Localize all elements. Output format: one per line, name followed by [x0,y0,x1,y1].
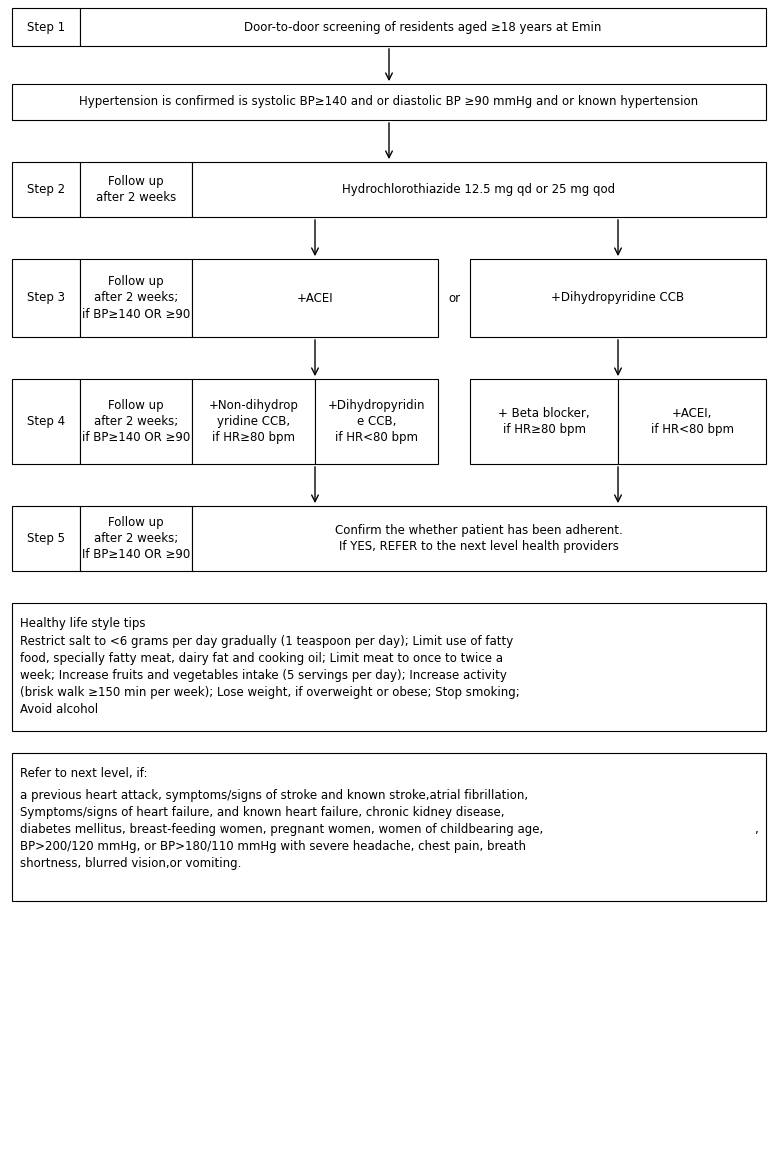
FancyBboxPatch shape [12,506,80,571]
FancyBboxPatch shape [192,162,766,217]
Text: + Beta blocker,
if HR≥80 bpm: + Beta blocker, if HR≥80 bpm [498,406,590,436]
Text: Step 4: Step 4 [27,415,65,427]
Text: Step 3: Step 3 [27,292,65,305]
Text: Restrict salt to <6 grams per day gradually (1 teaspoon per day); Limit use of f: Restrict salt to <6 grams per day gradua… [20,635,520,716]
FancyBboxPatch shape [192,378,315,464]
FancyBboxPatch shape [80,506,192,571]
Text: Follow up
after 2 weeks: Follow up after 2 weeks [96,175,176,204]
FancyBboxPatch shape [192,259,438,338]
Text: +Dihydropyridin
e CCB,
if HR<80 bpm: +Dihydropyridin e CCB, if HR<80 bpm [328,399,426,444]
Text: Step 2: Step 2 [27,183,65,196]
FancyBboxPatch shape [315,378,438,464]
Text: +Dihydropyridine CCB: +Dihydropyridine CCB [552,292,685,305]
Text: ,: , [754,823,758,836]
FancyBboxPatch shape [12,8,80,46]
Text: Step 1: Step 1 [27,21,65,34]
FancyBboxPatch shape [470,259,766,338]
Text: Refer to next level, if:: Refer to next level, if: [20,767,148,780]
Text: Hydrochlorothiazide 12.5 mg qd or 25 mg qod: Hydrochlorothiazide 12.5 mg qd or 25 mg … [342,183,615,196]
FancyBboxPatch shape [12,378,80,464]
FancyBboxPatch shape [80,162,192,217]
FancyBboxPatch shape [12,603,766,731]
Text: a previous heart attack, symptoms/signs of stroke and known stroke,atrial fibril: a previous heart attack, symptoms/signs … [20,790,543,870]
FancyBboxPatch shape [12,259,80,338]
FancyBboxPatch shape [12,162,80,217]
Text: Step 5: Step 5 [27,531,65,545]
FancyBboxPatch shape [12,753,766,901]
FancyBboxPatch shape [80,8,766,46]
Text: +Non-dihydrop
yridine CCB,
if HR≥80 bpm: +Non-dihydrop yridine CCB, if HR≥80 bpm [209,399,299,444]
Text: Confirm the whether patient has been adherent.
If YES, REFER to the next level h: Confirm the whether patient has been adh… [335,524,623,552]
Text: +ACEI: +ACEI [296,292,333,305]
Text: Follow up
after 2 weeks;
if BP≥140 OR ≥90: Follow up after 2 weeks; if BP≥140 OR ≥9… [82,399,190,444]
Text: Door-to-door screening of residents aged ≥18 years at Emin: Door-to-door screening of residents aged… [244,21,601,34]
Text: Follow up
after 2 weeks;
if BP≥140 OR ≥90: Follow up after 2 weeks; if BP≥140 OR ≥9… [82,276,190,320]
FancyBboxPatch shape [12,84,766,120]
Text: Hypertension is confirmed is systolic BP≥140 and or diastolic BP ≥90 mmHg and or: Hypertension is confirmed is systolic BP… [79,96,699,109]
FancyBboxPatch shape [80,259,192,338]
Text: or: or [448,292,460,305]
FancyBboxPatch shape [192,506,766,571]
FancyBboxPatch shape [80,378,192,464]
FancyBboxPatch shape [470,378,618,464]
FancyBboxPatch shape [618,378,766,464]
Text: Follow up
after 2 weeks;
If BP≥140 OR ≥90: Follow up after 2 weeks; If BP≥140 OR ≥9… [82,516,190,561]
Text: Healthy life style tips: Healthy life style tips [20,617,145,630]
Text: +ACEI,
if HR<80 bpm: +ACEI, if HR<80 bpm [650,406,734,436]
